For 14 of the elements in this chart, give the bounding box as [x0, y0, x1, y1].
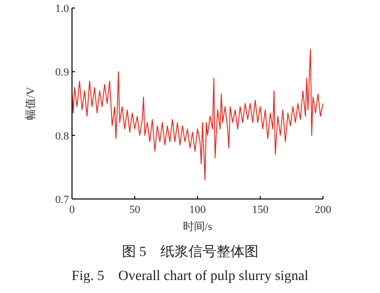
- caption: Fig. 5 Overall chart of pulp slurry signal: [72, 269, 308, 284]
- x-tick-label: 0: [69, 204, 76, 216]
- y-tick-label: 0.7: [55, 194, 70, 206]
- y-tick-label: 0.8: [55, 130, 70, 142]
- x-axis-title: 时间/s: [182, 220, 212, 233]
- y-axis-title: 幅值/V: [25, 86, 37, 120]
- x-tick-label: 100: [189, 204, 206, 216]
- y-tick-label: 0.9: [55, 66, 70, 79]
- line-series: [72, 48, 324, 180]
- x-tick-label: 200: [314, 204, 332, 216]
- caption: 图 5 纸浆信号整体图: [122, 244, 258, 260]
- y-tick-label: 1.0: [55, 3, 70, 15]
- x-tick-label: 150: [252, 204, 269, 216]
- x-tick-label: 50: [129, 204, 141, 216]
